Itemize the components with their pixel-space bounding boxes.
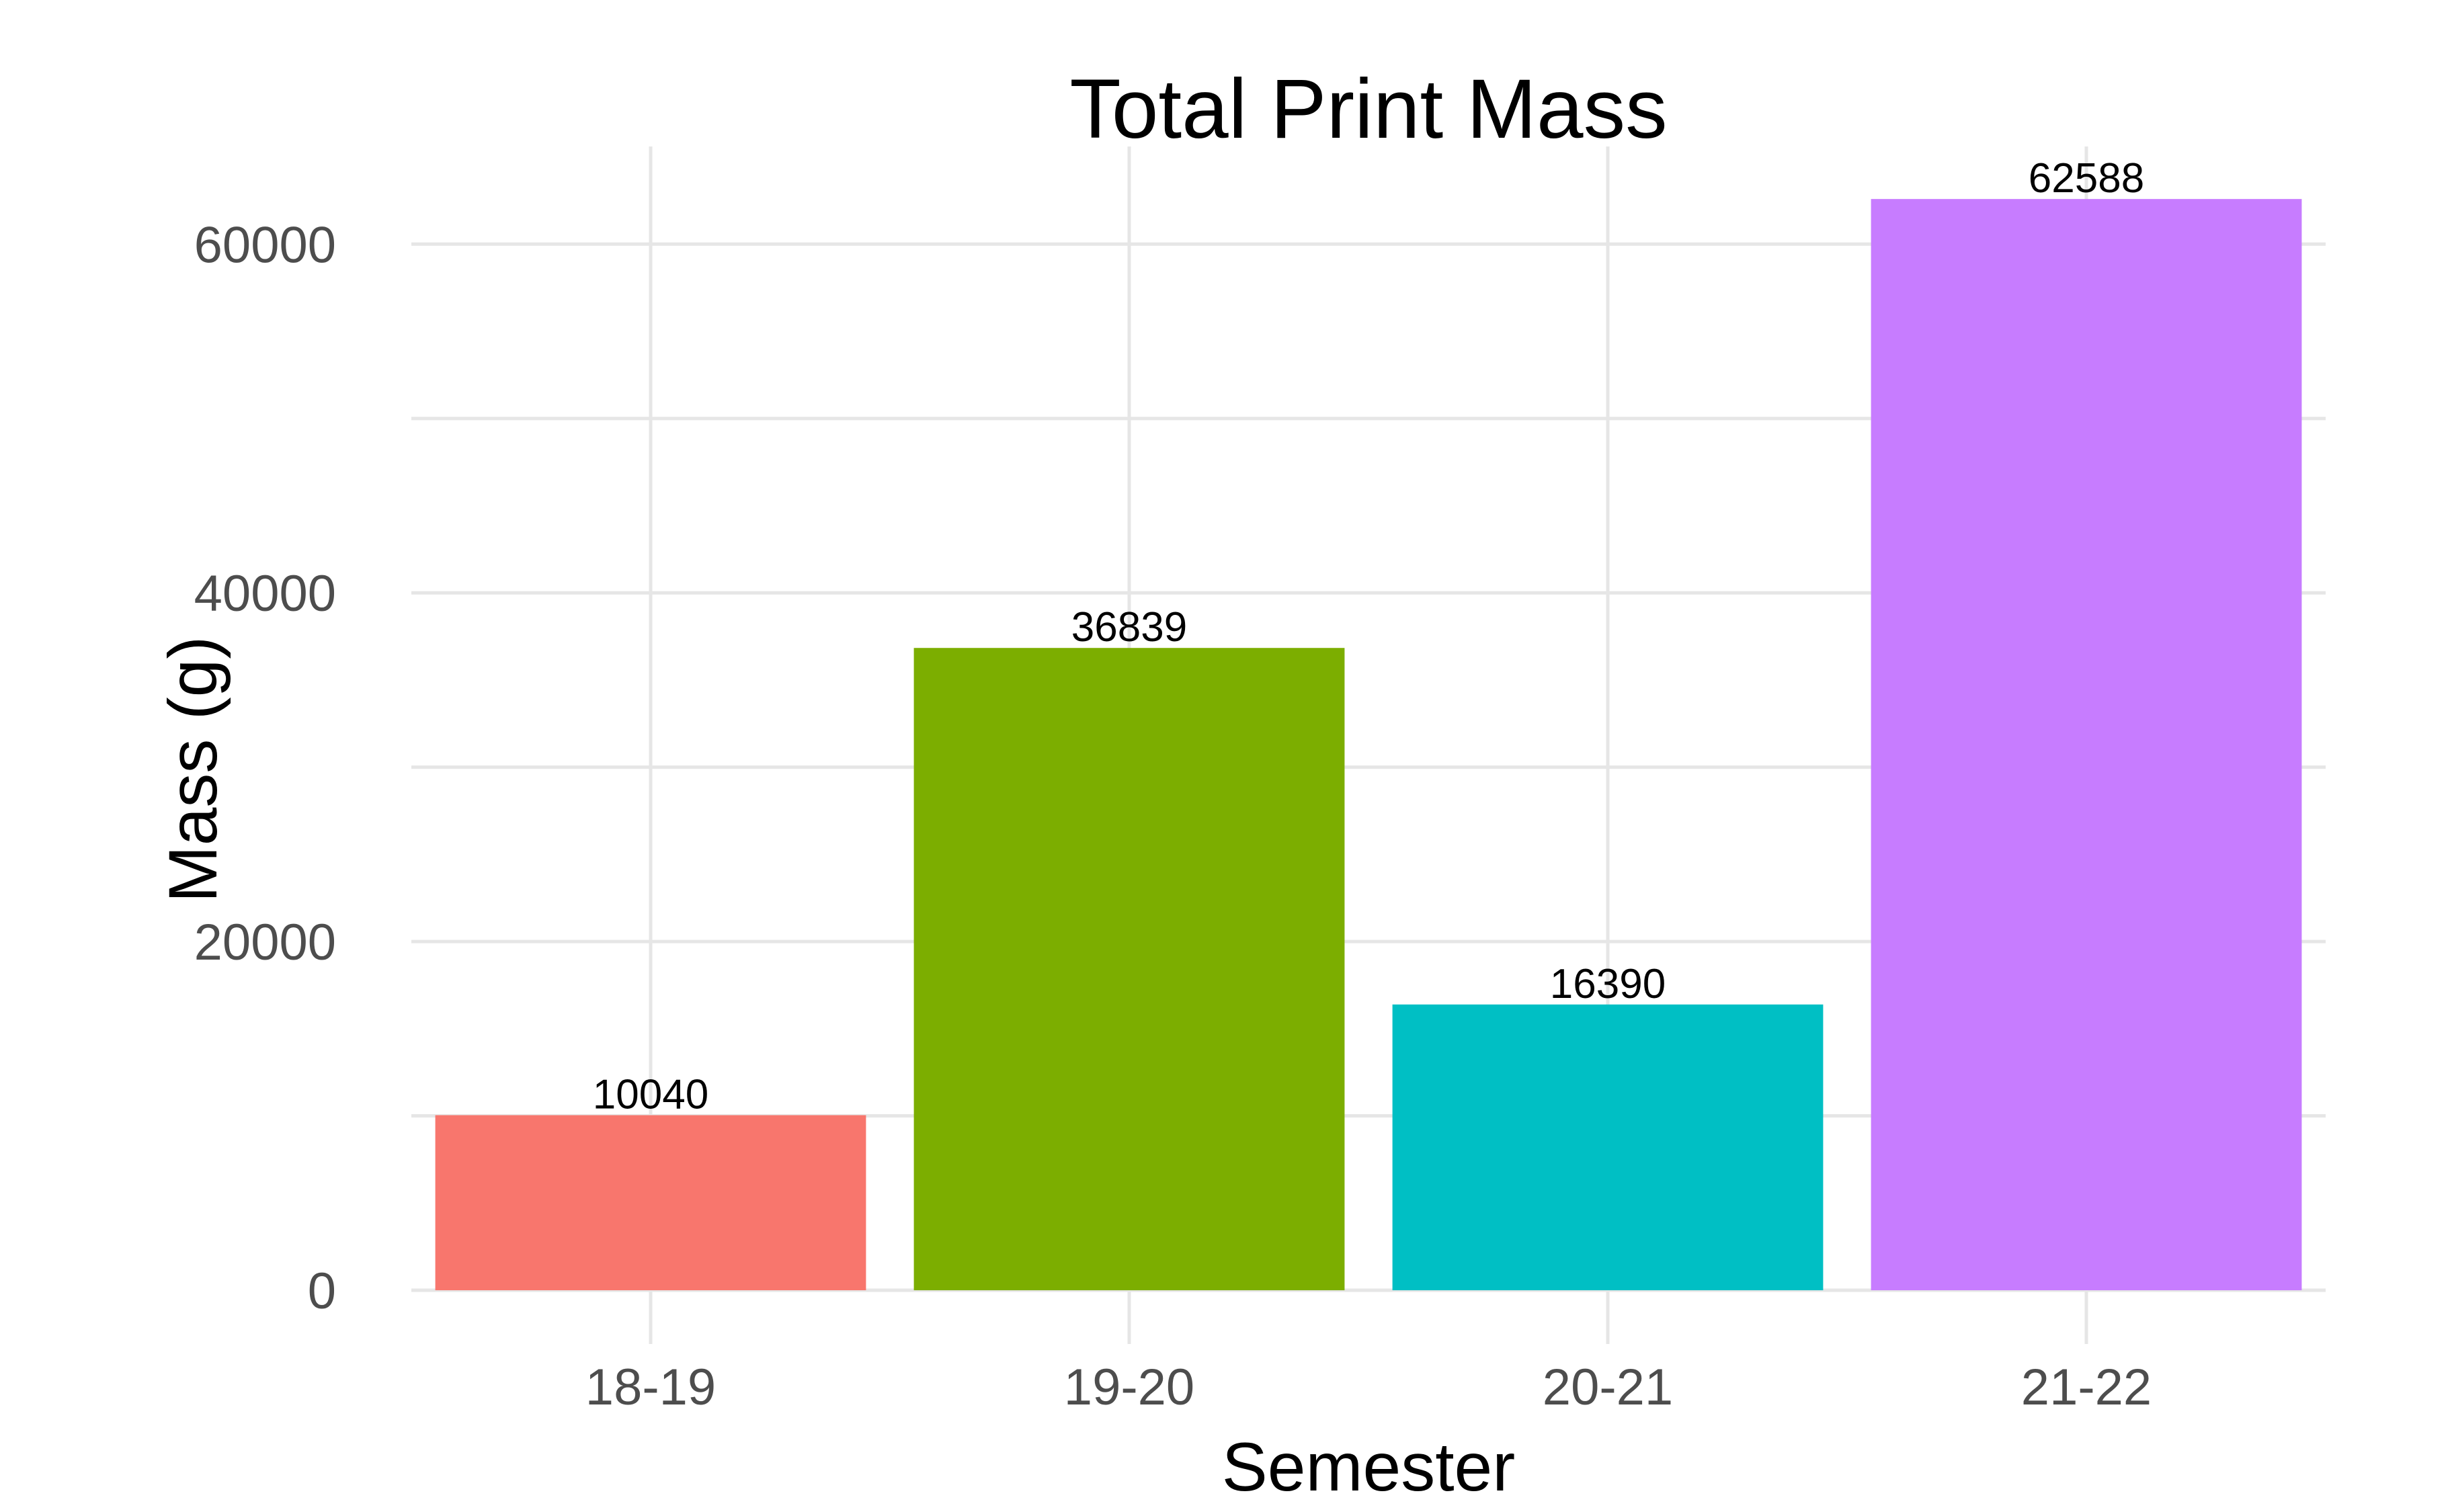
bar-19-20 (913, 648, 1345, 1290)
labels-layer: 10040 36839 16390 62588 (593, 155, 2144, 1118)
data-label-18-19: 10040 (593, 1072, 708, 1118)
y-tick-label: 0 (308, 1263, 336, 1320)
bar-21-22 (1871, 199, 2302, 1290)
y-tick-label: 20000 (194, 914, 336, 971)
bar-20-21 (1392, 1004, 1824, 1290)
y-tick-label: 40000 (194, 565, 336, 622)
data-label-21-22: 62588 (2029, 155, 2144, 202)
x-tick-label: 20-21 (1543, 1359, 1673, 1416)
ticks-layer: 0 20000 40000 60000 18-19 19-20 20-21 21-22 (194, 216, 2152, 1416)
x-tick-label: 21-22 (2021, 1359, 2152, 1416)
bars-layer (435, 199, 2302, 1290)
y-tick-label: 60000 (194, 216, 336, 274)
data-label-20-21: 16390 (1550, 961, 1666, 1007)
chart-title: Total Print Mass (1069, 62, 1667, 156)
x-tick-label: 18-19 (585, 1359, 716, 1416)
y-axis-title: Mass (g) (155, 636, 231, 903)
bar-18-19 (435, 1115, 866, 1290)
x-tick-label: 19-20 (1064, 1359, 1194, 1416)
data-label-19-20: 36839 (1071, 604, 1187, 650)
x-axis-title: Semester (1222, 1429, 1516, 1505)
